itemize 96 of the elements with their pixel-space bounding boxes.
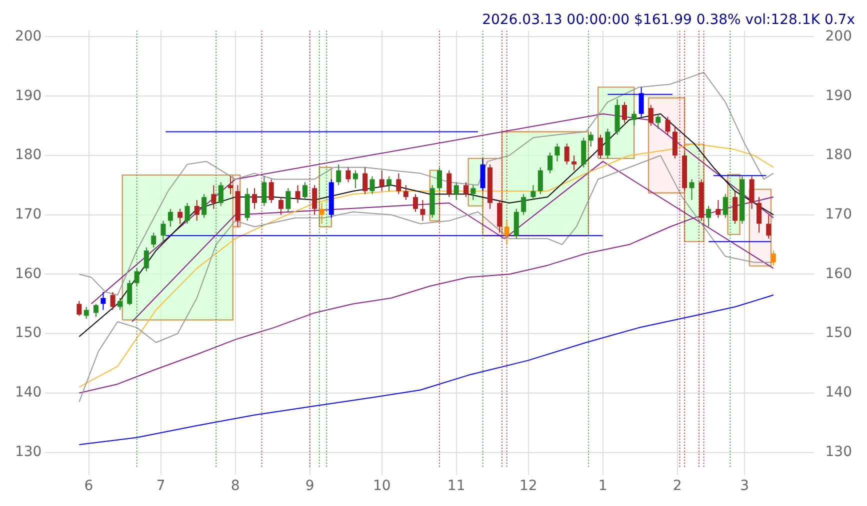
candlestick xyxy=(286,188,291,212)
candlestick xyxy=(665,116,670,136)
y-tick-label: 160 xyxy=(14,266,42,282)
x-tick-label: 12 xyxy=(519,478,538,494)
candlestick xyxy=(749,176,754,210)
candlestick xyxy=(581,137,586,168)
candlestick xyxy=(770,250,776,266)
candlestick xyxy=(548,152,553,174)
candlestick xyxy=(178,208,183,224)
y2-tick-label: 190 xyxy=(825,88,852,104)
candlestick xyxy=(362,166,368,195)
candlestick xyxy=(656,113,661,130)
y2-tick-label: 200 xyxy=(825,28,852,44)
candlestick xyxy=(302,182,308,201)
y-tick-label: 150 xyxy=(14,325,42,342)
candlestick xyxy=(689,178,694,201)
candlestick xyxy=(100,292,106,310)
candlestick xyxy=(262,176,267,206)
candlestick xyxy=(514,208,519,240)
y2-tick-label: 150 xyxy=(825,325,852,342)
candlestick xyxy=(716,200,721,218)
candlestick xyxy=(202,194,207,218)
candlestick xyxy=(295,184,300,204)
candlestick xyxy=(352,170,358,189)
candlestick xyxy=(530,184,536,201)
candlestick xyxy=(437,166,442,192)
x-tick-label: 9 xyxy=(305,478,314,494)
candlestick xyxy=(252,188,258,210)
candlestick xyxy=(470,184,476,201)
candlestick xyxy=(412,194,418,212)
candlestick xyxy=(605,128,610,159)
candlestick xyxy=(160,220,166,242)
candlestick xyxy=(454,182,459,201)
y-tick-label: 190 xyxy=(14,88,42,104)
candlestick xyxy=(194,200,200,222)
x-tick-label: 7 xyxy=(156,478,166,494)
candlestick xyxy=(76,300,82,316)
candlestick xyxy=(420,200,426,222)
candlestick xyxy=(379,170,384,192)
candlestick xyxy=(370,176,375,195)
candlestick xyxy=(268,178,274,204)
x-tick-label: 8 xyxy=(230,478,240,494)
y-tick-label: 130 xyxy=(14,444,42,460)
candlestick xyxy=(184,202,190,224)
candlestick xyxy=(336,164,342,186)
candlestick xyxy=(396,172,402,195)
y-tick-label: 200 xyxy=(14,28,42,44)
candlestick xyxy=(463,182,468,198)
y2-tick-label: 130 xyxy=(825,444,852,460)
candlestick xyxy=(127,280,132,306)
candlestick xyxy=(572,154,577,171)
y2-tick-label: 180 xyxy=(825,147,852,164)
x-tick-label: 6 xyxy=(84,478,94,494)
candlestick xyxy=(168,208,173,228)
y2-tick-label: 160 xyxy=(825,266,852,282)
x-tick-label: 2 xyxy=(672,478,682,494)
candlestick xyxy=(117,297,122,310)
candlestick xyxy=(732,190,738,224)
candlestick xyxy=(144,247,149,272)
candlestick xyxy=(538,166,543,195)
candlestick xyxy=(622,102,627,124)
candlestick xyxy=(480,158,486,192)
candlestick xyxy=(554,143,560,162)
candlestick xyxy=(244,188,250,222)
candlestick xyxy=(319,202,324,224)
candlestick xyxy=(564,143,570,165)
candlestick xyxy=(218,182,224,206)
x-tick-label: 1 xyxy=(598,478,608,494)
candlestick xyxy=(278,196,284,216)
candlestick xyxy=(648,104,654,126)
candlestick xyxy=(598,134,603,159)
y-tick-label: 170 xyxy=(14,206,42,222)
candlestick xyxy=(151,232,156,248)
candlestick xyxy=(211,184,216,210)
candlestick xyxy=(521,194,526,216)
candlestick xyxy=(110,292,116,310)
candlestick xyxy=(386,176,392,192)
candlestick xyxy=(632,110,637,126)
x-tick-label: 3 xyxy=(740,478,750,494)
candlestick xyxy=(504,220,510,246)
candlestick xyxy=(756,196,762,234)
y2-tick-label: 140 xyxy=(825,384,852,401)
candlestick xyxy=(446,170,452,198)
candlestick xyxy=(346,166,351,183)
candlestick xyxy=(766,214,772,240)
candlestick xyxy=(84,306,89,320)
candlestick xyxy=(403,184,408,201)
y-tick-label: 180 xyxy=(14,147,42,164)
x-tick-label: 11 xyxy=(447,478,466,494)
x-tick-label: 10 xyxy=(372,478,391,494)
candlestick xyxy=(93,303,98,318)
candlestick xyxy=(706,205,712,228)
candlestick xyxy=(228,176,233,195)
y2-tick-label: 170 xyxy=(825,206,852,222)
chart-title: 2026.03.13 00:00:00 $161.99 0.38% vol:128.1K 0.7x xyxy=(482,12,855,28)
y-tick-label: 140 xyxy=(14,384,42,401)
